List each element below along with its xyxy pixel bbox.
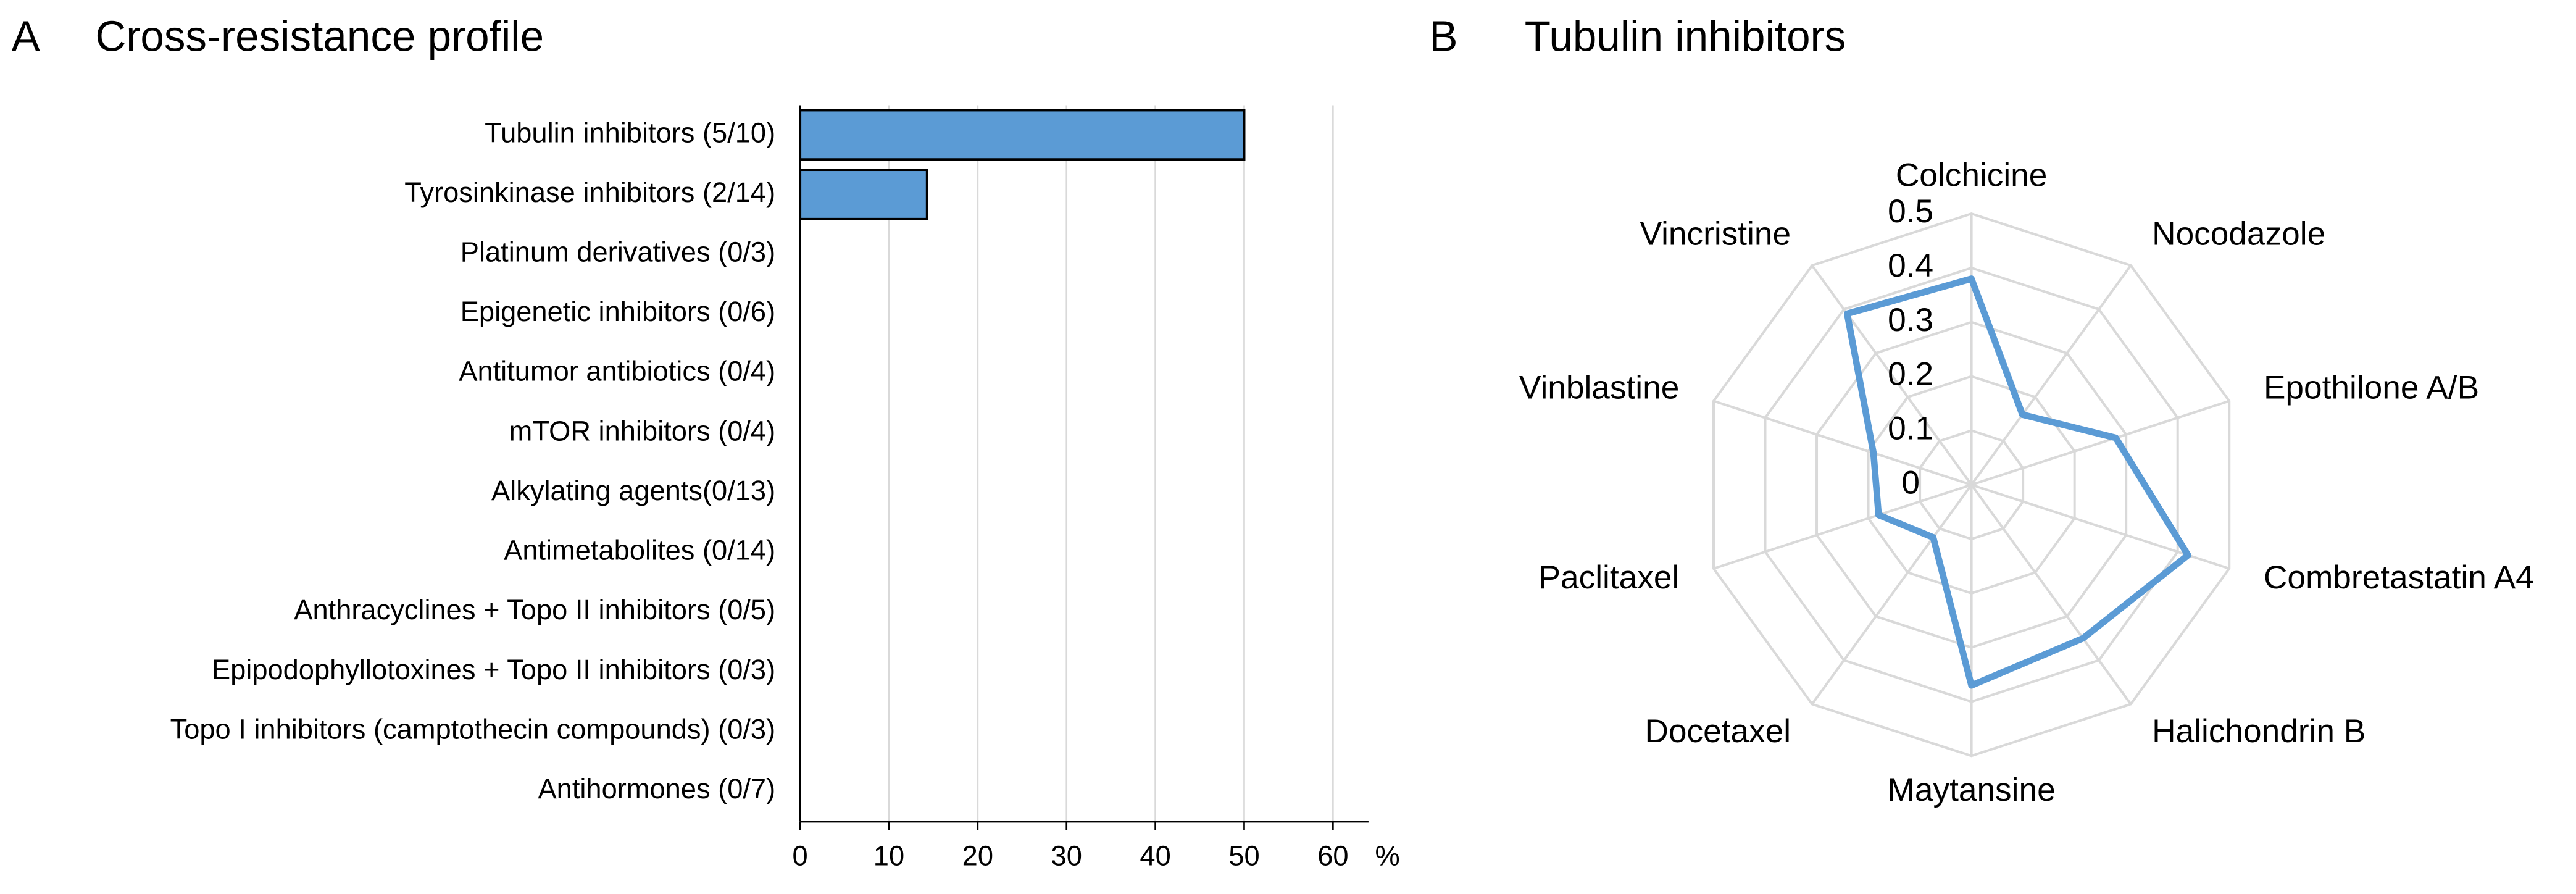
category-label: Nocodazole bbox=[2152, 216, 2325, 253]
spoke bbox=[1811, 264, 1973, 486]
category-label: Maytansine bbox=[1888, 772, 2056, 808]
category-label: Docetaxel bbox=[1644, 713, 1791, 750]
panel-label: A bbox=[12, 12, 41, 60]
category-label: Vincristine bbox=[1640, 216, 1791, 253]
spoke bbox=[1970, 264, 2132, 486]
y-tick-label: Alkylating agents(0/13) bbox=[491, 475, 775, 506]
bar bbox=[799, 109, 1246, 161]
grid-ring bbox=[1867, 375, 2076, 595]
category-label: Epothilone A/B bbox=[2264, 369, 2479, 406]
chart-title: Cross-resistance profile bbox=[95, 12, 544, 60]
x-tick-label: 20 bbox=[962, 840, 993, 871]
y-tick-label: mTOR inhibitors (0/4) bbox=[509, 415, 776, 446]
y-tick-label: Topo I inhibitors (camptothecin compound… bbox=[170, 713, 776, 745]
y-tick-label: Platinum derivatives (0/3) bbox=[461, 236, 775, 268]
category-label: Colchicine bbox=[1896, 157, 2048, 194]
x-tick-label: 40 bbox=[1140, 840, 1170, 871]
y-tick-label: Antimetabolites (0/14) bbox=[504, 535, 775, 566]
y-tick-label: Tyrosinkinase inhibitors (2/14) bbox=[404, 177, 775, 208]
grid-ring bbox=[1764, 266, 2179, 703]
r-tick-label: 0.2 bbox=[1888, 356, 1933, 393]
spoke bbox=[1811, 484, 1973, 705]
r-tick-label: 0 bbox=[1901, 464, 1920, 501]
y-tick-label: Epigenetic inhibitors (0/6) bbox=[461, 296, 775, 327]
spoke bbox=[1713, 483, 1972, 570]
x-tick-label: 10 bbox=[873, 840, 904, 871]
x-tick-label: 50 bbox=[1228, 840, 1259, 871]
r-tick-label: 0.4 bbox=[1888, 248, 1933, 284]
category-label: Halichondrin B bbox=[2152, 713, 2366, 750]
grid-ring bbox=[1712, 212, 2231, 758]
bar bbox=[799, 169, 928, 220]
y-tick-label: Epipodophyllotoxines + Topo II inhibitor… bbox=[212, 654, 775, 685]
r-tick-label: 0.3 bbox=[1888, 302, 1933, 338]
grid-ring bbox=[1919, 429, 2025, 541]
y-tick-label: Tubulin inhibitors (5/10) bbox=[485, 117, 775, 148]
series-line bbox=[1843, 275, 2191, 689]
y-tick-label: Anthracyclines + Topo II inhibitors (0/5… bbox=[294, 594, 775, 625]
y-tick-label: Antitumor antibiotics (0/4) bbox=[459, 356, 775, 387]
category-label: Paclitaxel bbox=[1539, 559, 1680, 596]
spoke bbox=[1971, 399, 2230, 487]
x-tick-label: 60 bbox=[1317, 840, 1348, 871]
spoke bbox=[1970, 484, 2132, 705]
spoke bbox=[1713, 399, 1972, 487]
y-tick-label: Antihormones (0/7) bbox=[538, 773, 775, 804]
r-tick-label: 0.5 bbox=[1888, 193, 1933, 230]
x-tick-label: 0 bbox=[792, 840, 807, 871]
panel-label: B bbox=[1429, 12, 1457, 60]
x-axis-label: % bbox=[1375, 840, 1400, 871]
r-tick-label: 0.1 bbox=[1888, 410, 1933, 446]
category-label: Vinblastine bbox=[1519, 369, 1679, 406]
x-tick-label: 30 bbox=[1051, 840, 1082, 871]
chart-title: Tubulin inhibitors bbox=[1525, 12, 1846, 60]
grid-ring bbox=[1815, 320, 2128, 649]
category-label: Combretastatin A4 bbox=[2264, 559, 2534, 596]
